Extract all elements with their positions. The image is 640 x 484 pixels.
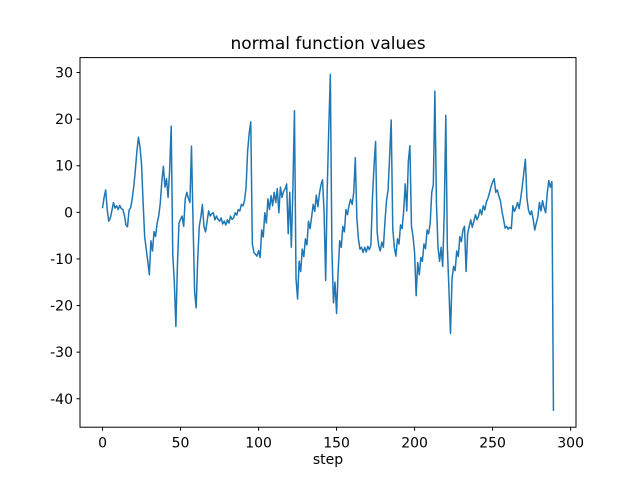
x-axis-label: step (313, 452, 343, 468)
x-tick-label: 50 (172, 436, 190, 452)
y-tick-label: -20 (50, 299, 73, 315)
y-tick-label: 0 (64, 205, 73, 221)
y-tick-label: 30 (55, 66, 73, 82)
x-tick-label: 100 (245, 436, 272, 452)
x-tick-label: 300 (557, 436, 584, 452)
axes-spines (79, 57, 577, 428)
plot-line (101, 73, 555, 412)
x-tick-label: 0 (98, 436, 107, 452)
chart-title: normal function values (230, 34, 425, 54)
y-tick-label: -40 (50, 392, 73, 408)
plot-series (101, 73, 555, 412)
y-tick-label: 10 (55, 159, 73, 175)
y-tick-label: 20 (55, 112, 73, 128)
y-tick-label: -10 (50, 252, 73, 268)
x-tick-label: 150 (323, 436, 350, 452)
y-tick-label: -30 (50, 345, 73, 361)
x-tick-label: 200 (401, 436, 428, 452)
x-tick-label: 250 (479, 436, 506, 452)
